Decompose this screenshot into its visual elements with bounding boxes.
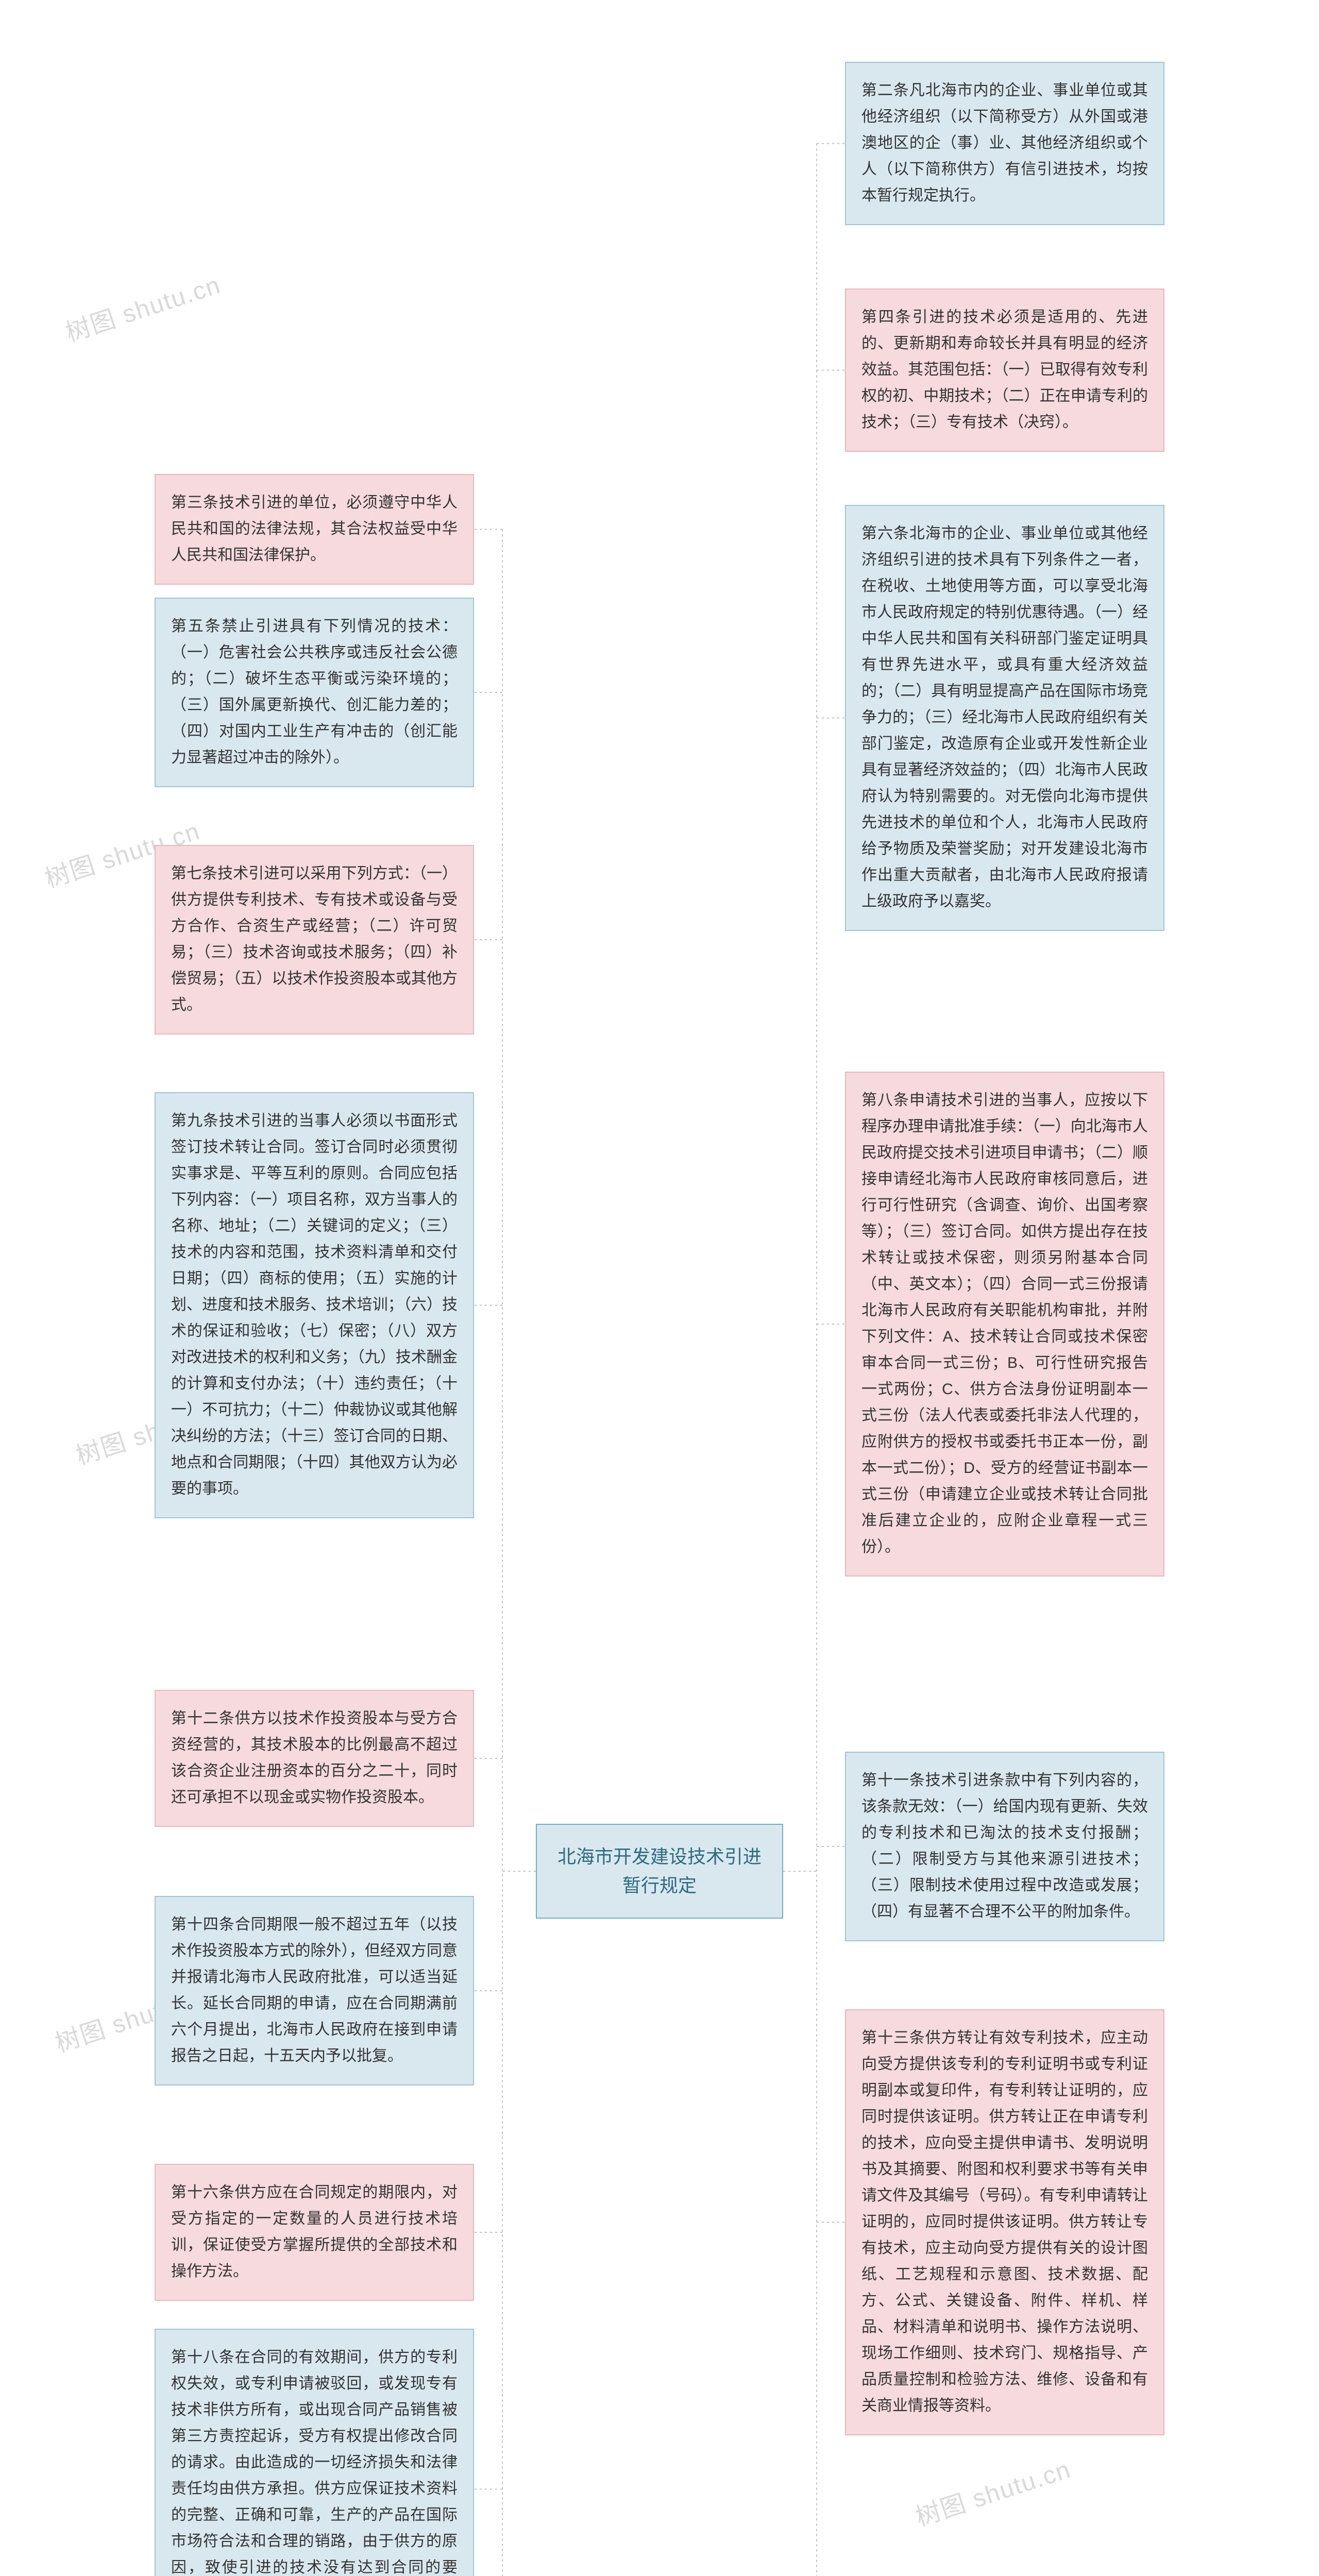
right-node[interactable]: 第二条凡北海市内的企业、事业单位或其他经济组织（以下简称受方）从外国或港澳地区的… [845, 62, 1164, 225]
left-node[interactable]: 第九条技术引进的当事人必须以书面形式签订技术转让合同。签订合同时必须贯彻实事求是… [155, 1092, 474, 1518]
center-topic[interactable]: 北海市开发建设技术引进暂行规定 [536, 1824, 783, 1919]
right-node[interactable]: 第十一条技术引进条款中有下列内容的，该条款无效：（一）给国内现有更新、失效的专利… [845, 1752, 1164, 1941]
left-node[interactable]: 第十四条合同期限一般不超过五年（以技术作投资股本方式的除外），但经双方同意并报请… [155, 1896, 474, 2086]
right-node[interactable]: 第四条引进的技术必须是适用的、先进的、更新期和寿命较长并具有明显的经济效益。其范… [845, 289, 1164, 452]
left-node[interactable]: 第十八条在合同的有效期间，供方的专利权失效，或专利申请被驳回，或发现专有技术非供… [155, 2329, 474, 2576]
watermark: 树图 shutu.cn [60, 264, 225, 348]
right-node[interactable]: 第十三条供方转让有效专利技术，应主动向受方提供该专利的专利证明书或专利证明副本或… [845, 2009, 1164, 2435]
right-node[interactable]: 第六条北海市的企业、事业单位或其他经济组织引进的技术具有下列条件之一者，在税收、… [845, 505, 1164, 931]
left-node[interactable]: 第五条禁止引进具有下列情况的技术：（一）危害社会公共秩序或违反社会公德的；（二）… [155, 598, 474, 787]
left-node[interactable]: 第三条技术引进的单位，必须遵守中华人民共和国的法律法规，其合法权益受中华人民共和… [155, 474, 474, 585]
left-node[interactable]: 第十六条供方应在合同规定的期限内，对受方指定的一定数量的人员进行技术培训，保证使… [155, 2164, 474, 2301]
mindmap-canvas: 树图 shutu.cn树图 shutu.cn树图 shutu.cn树图 shut… [0, 0, 1319, 2576]
right-node[interactable]: 第八条申请技术引进的当事人，应按以下程序办理申请批准手续：（一）向北海市人民政府… [845, 1072, 1164, 1577]
watermark: 树图 shutu.cn [910, 2449, 1075, 2533]
left-node[interactable]: 第十二条供方以技术作投资股本与受方合资经营的，其技术股本的比例最高不超过该合资企… [155, 1690, 474, 1827]
left-node[interactable]: 第七条技术引进可以采用下列方式：（一）供方提供专利技术、专有技术或设备与受方合作… [155, 845, 474, 1035]
